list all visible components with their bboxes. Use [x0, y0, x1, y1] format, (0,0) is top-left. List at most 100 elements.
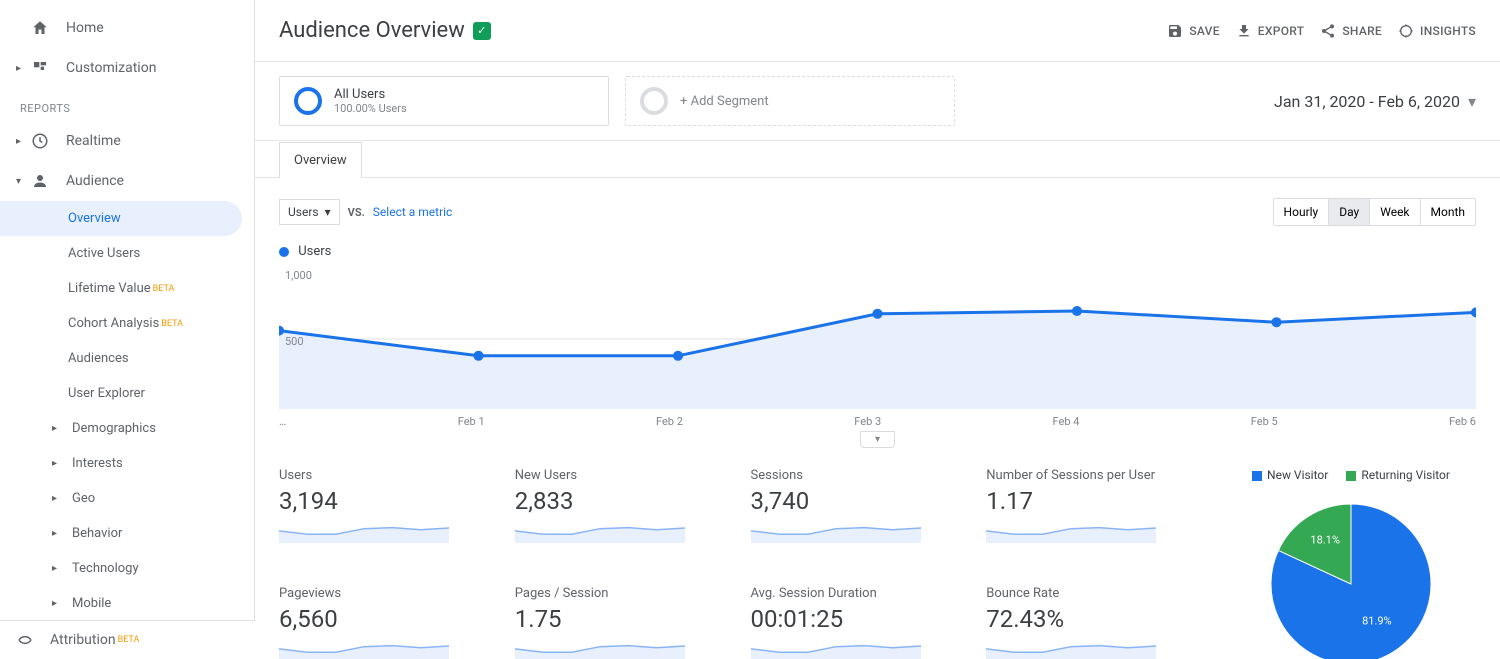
chevron-right-icon: ▸	[52, 458, 66, 469]
segment-all-users[interactable]: All Users 100.00% Users	[279, 76, 609, 126]
chevron-down-icon: ▾	[1468, 92, 1476, 111]
chevron-down-icon: ▾	[16, 176, 30, 187]
metric-sessions[interactable]: Sessions 3,740	[751, 468, 957, 556]
nav-label: Cohort Analysis	[68, 316, 159, 331]
nav-label: Interests	[72, 456, 123, 471]
chevron-right-icon: ▸	[52, 563, 66, 574]
date-range-text: Jan 31, 2020 - Feb 6, 2020	[1274, 92, 1460, 111]
segment-subtitle: 100.00% Users	[334, 102, 407, 115]
chevron-right-icon: ▸	[52, 423, 66, 434]
sidebar-item-user-explorer[interactable]: User Explorer	[0, 376, 254, 411]
nav-label: Customization	[66, 60, 156, 76]
page-header: Audience Overview ✓ SAVEEXPORTSHAREINSIG…	[255, 0, 1500, 62]
sidebar-item-cohort-analysis[interactable]: Cohort AnalysisBETA	[0, 306, 254, 341]
granularity-day[interactable]: Day	[1328, 199, 1369, 225]
button-label: SAVE	[1189, 24, 1219, 38]
sidebar-item-interests[interactable]: ▸ Interests	[0, 446, 254, 481]
metric-sparkline	[751, 521, 957, 543]
nav-attribution[interactable]: Attribution BETA	[0, 620, 255, 659]
granularity-month[interactable]: Month	[1420, 199, 1475, 225]
metric-new-users[interactable]: New Users2,833	[515, 468, 721, 556]
metrics-grid: Users 3,194 New Users2,833 Sessions 3,740 Num…	[279, 468, 1192, 659]
insights-button[interactable]: INSIGHTS	[1398, 23, 1476, 39]
nav-section-reports: REPORTS	[0, 88, 254, 121]
nav-label: Realtime	[66, 133, 121, 149]
x-tick: Feb 6	[1449, 415, 1476, 428]
segments-row: All Users 100.00% Users + Add Segment Ja…	[255, 62, 1500, 141]
metric-pageviews[interactable]: Pageviews 6,560	[279, 586, 485, 659]
export-button[interactable]: EXPORT	[1236, 23, 1305, 39]
nav-label: Overview	[68, 211, 121, 226]
select-metric-link[interactable]: Select a metric	[373, 205, 453, 219]
nav-label: Lifetime Value	[68, 281, 151, 296]
pie-legend-item: New Visitor	[1252, 468, 1328, 482]
add-segment-label: + Add Segment	[680, 94, 769, 109]
chart-legend-label: Users	[298, 244, 331, 259]
sidebar: Home ▸ Customization REPORTS ▸ Realtime …	[0, 0, 255, 659]
x-tick: …	[279, 415, 286, 428]
sidebar-item-technology[interactable]: ▸ Technology	[0, 551, 254, 586]
metric-value: 3,194	[279, 487, 485, 515]
chevron-right-icon: ▸	[16, 136, 30, 147]
attribution-icon	[16, 631, 34, 649]
nav-audience[interactable]: ▾ Audience	[0, 161, 254, 201]
nav-realtime[interactable]: ▸ Realtime	[0, 121, 254, 161]
metric-bounce-rate[interactable]: Bounce Rate72.43%	[986, 586, 1192, 659]
users-line-chart: 1,000 500	[279, 269, 1476, 409]
metric-label: Number of Sessions per User	[986, 468, 1192, 483]
metric-value: 1.17	[986, 487, 1192, 515]
metric-label: Sessions	[751, 468, 957, 483]
granularity-week[interactable]: Week	[1369, 199, 1419, 225]
nav-customization[interactable]: ▸ Customization	[0, 48, 254, 88]
share-button[interactable]: SHARE	[1320, 23, 1382, 39]
legend-swatch-icon	[1346, 471, 1356, 481]
add-segment-button[interactable]: + Add Segment	[625, 76, 955, 126]
sidebar-item-audiences[interactable]: Audiences	[0, 341, 254, 376]
metric-label: Users	[279, 468, 485, 483]
nav-label: Home	[66, 20, 104, 36]
sidebar-item-behavior[interactable]: ▸Behavior	[0, 516, 254, 551]
save-button[interactable]: SAVE	[1167, 23, 1219, 39]
granularity-hourly[interactable]: Hourly	[1274, 199, 1329, 225]
metric-number-of-sessions-per-user[interactable]: Number of Sessions per User 1.17	[986, 468, 1192, 556]
metric-avg-session-duration[interactable]: Avg. Session Duration00:01:25	[751, 586, 957, 659]
granularity-toggle: HourlyDayWeekMonth	[1273, 198, 1476, 226]
date-range-picker[interactable]: Jan 31, 2020 - Feb 6, 2020 ▾	[1274, 92, 1476, 111]
metric-pages-session[interactable]: Pages / Session1.75	[515, 586, 721, 659]
metric-label: Pageviews	[279, 586, 485, 601]
insights-icon	[1398, 23, 1414, 39]
metric-sparkline	[986, 521, 1192, 543]
metric-label: Avg. Session Duration	[751, 586, 957, 601]
page-title: Audience Overview	[279, 18, 465, 43]
main-content: Audience Overview ✓ SAVEEXPORTSHAREINSIG…	[255, 0, 1500, 659]
nav-label: Behavior	[72, 526, 122, 541]
metric-sparkline	[986, 639, 1192, 659]
button-label: EXPORT	[1258, 24, 1305, 38]
metric-value: 6,560	[279, 605, 485, 633]
sidebar-item-overview[interactable]: Overview	[0, 201, 242, 236]
x-axis: …Feb 1Feb 2Feb 3Feb 4Feb 5Feb 6	[279, 409, 1476, 432]
header-toolbar: SAVE EXPORT SHARE INSIGHTS	[1167, 23, 1476, 39]
sidebar-item-geo[interactable]: ▸Geo	[0, 481, 254, 516]
nav-label: Technology	[72, 561, 139, 576]
segment-title: All Users	[334, 87, 407, 102]
visitor-pie-panel: New VisitorReturning Visitor 81.9%18.1%	[1226, 468, 1476, 659]
metric-users[interactable]: Users 3,194	[279, 468, 485, 556]
sidebar-item-active-users[interactable]: Active Users	[0, 236, 254, 271]
chart-controls: Users ▾ VS. Select a metric HourlyDayWee…	[279, 192, 1476, 238]
sidebar-item-lifetime-value[interactable]: Lifetime ValueBETA	[0, 271, 254, 306]
home-icon	[30, 18, 50, 38]
segment-ring-icon	[294, 87, 322, 115]
sidebar-item-mobile[interactable]: ▸Mobile	[0, 586, 254, 621]
metric-label: Bounce Rate	[986, 586, 1192, 601]
chevron-down-icon: ▾	[325, 205, 331, 219]
chart-expand-handle[interactable]: ▾	[279, 431, 1476, 448]
metric-value: 3,740	[751, 487, 957, 515]
nav-home[interactable]: Home	[0, 8, 254, 48]
tab-overview[interactable]: Overview	[279, 142, 362, 178]
x-tick: Feb 1	[458, 415, 485, 428]
sidebar-item-demographics[interactable]: ▸Demographics	[0, 411, 254, 446]
nav-label: Geo	[72, 491, 95, 506]
chevron-right-icon: ▸	[52, 598, 66, 609]
metric-dropdown[interactable]: Users ▾	[279, 199, 340, 225]
